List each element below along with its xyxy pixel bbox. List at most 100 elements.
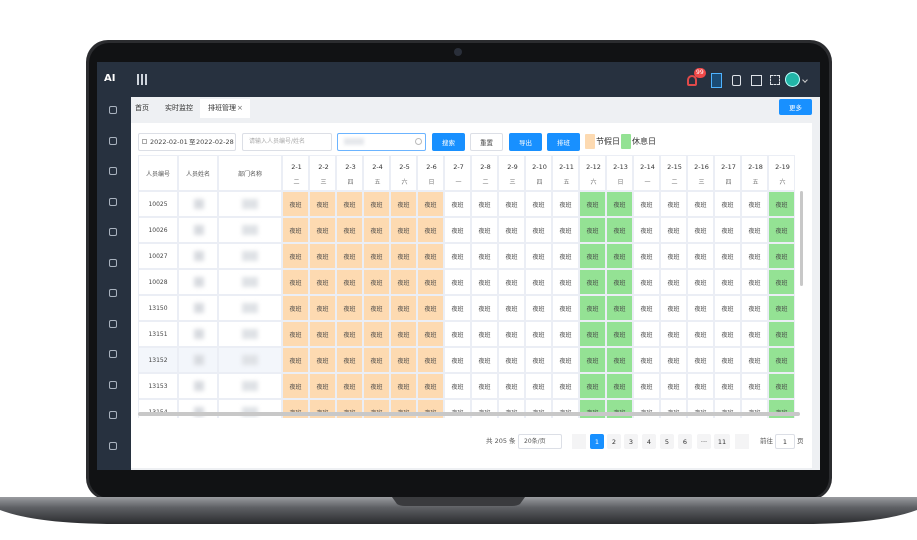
shift-cell[interactable]: 夜班 [687, 295, 714, 321]
shift-cell[interactable]: 夜班 [417, 269, 444, 295]
shift-cell[interactable]: 夜班 [390, 373, 417, 399]
shift-cell[interactable]: 夜班 [660, 217, 687, 243]
shift-cell[interactable]: 夜班 [498, 191, 525, 217]
more-button[interactable]: 更多 [779, 99, 812, 115]
shift-cell[interactable]: 夜班 [660, 243, 687, 269]
shift-cell[interactable]: 夜班 [741, 217, 768, 243]
shift-cell[interactable]: 夜班 [363, 321, 390, 347]
sidebar-icon[interactable] [109, 380, 117, 389]
shift-cell[interactable]: 夜班 [741, 191, 768, 217]
shift-cell[interactable]: 夜班 [444, 243, 471, 269]
shift-cell[interactable]: 夜班 [444, 373, 471, 399]
shift-cell[interactable]: 夜班 [282, 321, 309, 347]
page-button[interactable]: 11 [714, 434, 730, 449]
shift-cell[interactable]: 夜班 [579, 269, 606, 295]
shift-cell[interactable]: 夜班 [660, 321, 687, 347]
shift-cell[interactable]: 夜班 [309, 191, 336, 217]
h-scrollbar[interactable] [138, 412, 800, 416]
shift-cell[interactable]: 夜班 [687, 243, 714, 269]
shift-cell[interactable]: 夜班 [336, 347, 363, 373]
shift-cell[interactable]: 夜班 [768, 243, 795, 269]
shift-cell[interactable]: 夜班 [552, 347, 579, 373]
shift-cell[interactable]: 夜班 [768, 269, 795, 295]
sidebar-icon[interactable] [109, 411, 117, 419]
shift-cell[interactable]: 夜班 [606, 191, 633, 217]
button[interactable]: 导出 [509, 133, 542, 151]
shift-cell[interactable]: 夜班 [471, 373, 498, 399]
shift-cell[interactable]: 夜班 [687, 347, 714, 373]
shift-cell[interactable]: 夜班 [417, 347, 444, 373]
shift-cell[interactable]: 夜班 [687, 217, 714, 243]
shift-cell[interactable]: 夜班 [498, 295, 525, 321]
button[interactable]: 搜索 [432, 133, 465, 151]
shift-cell[interactable]: 夜班 [309, 347, 336, 373]
shift-cell[interactable]: 夜班 [552, 373, 579, 399]
shift-cell[interactable]: 夜班 [714, 191, 741, 217]
shift-cell[interactable]: 夜班 [309, 243, 336, 269]
shift-cell[interactable]: 夜班 [660, 269, 687, 295]
shift-cell[interactable]: 夜班 [390, 269, 417, 295]
shift-cell[interactable]: 夜班 [363, 217, 390, 243]
sidebar-icon[interactable] [109, 350, 117, 358]
shift-cell[interactable]: 夜班 [282, 373, 309, 399]
button[interactable]: 排班 [547, 133, 580, 151]
sidebar-icon[interactable] [109, 441, 117, 450]
shift-cell[interactable]: 夜班 [687, 191, 714, 217]
shift-cell[interactable]: 夜班 [390, 217, 417, 243]
shift-cell[interactable]: 夜班 [471, 217, 498, 243]
tab[interactable]: 首页 [135, 104, 149, 112]
shift-cell[interactable]: 夜班 [336, 217, 363, 243]
shift-cell[interactable]: 夜班 [336, 321, 363, 347]
shift-cell[interactable]: 夜班 [633, 243, 660, 269]
shift-cell[interactable]: 夜班 [552, 321, 579, 347]
shift-cell[interactable]: 夜班 [606, 295, 633, 321]
page-button[interactable]: 2 [607, 434, 621, 449]
shift-cell[interactable]: 夜班 [444, 191, 471, 217]
shift-cell[interactable]: 夜班 [417, 295, 444, 321]
shift-cell[interactable]: 夜班 [768, 191, 795, 217]
sidebar-icon[interactable] [109, 106, 117, 114]
shift-cell[interactable]: 夜班 [498, 321, 525, 347]
shift-cell[interactable]: 夜班 [390, 191, 417, 217]
shift-cell[interactable]: 夜班 [768, 321, 795, 347]
shift-cell[interactable]: 夜班 [282, 269, 309, 295]
sidebar-icon[interactable] [109, 228, 117, 236]
shift-cell[interactable]: 夜班 [390, 321, 417, 347]
shift-cell[interactable]: 夜班 [552, 243, 579, 269]
shift-cell[interactable]: 夜班 [525, 321, 552, 347]
shift-cell[interactable]: 夜班 [363, 191, 390, 217]
shift-cell[interactable]: 夜班 [444, 217, 471, 243]
page-button[interactable]: 3 [624, 434, 638, 449]
shift-cell[interactable]: 夜班 [606, 269, 633, 295]
shift-cell[interactable]: 夜班 [282, 217, 309, 243]
shift-cell[interactable]: 夜班 [417, 321, 444, 347]
shift-cell[interactable]: 夜班 [579, 217, 606, 243]
shift-cell[interactable]: 夜班 [363, 295, 390, 321]
shift-cell[interactable]: 夜班 [633, 191, 660, 217]
shift-cell[interactable]: 夜班 [525, 373, 552, 399]
shift-cell[interactable]: 夜班 [282, 347, 309, 373]
select[interactable] [337, 133, 426, 151]
shift-cell[interactable]: 夜班 [471, 191, 498, 217]
search-input[interactable] [242, 133, 332, 151]
shift-cell[interactable]: 夜班 [633, 373, 660, 399]
shift-cell[interactable]: 夜班 [525, 191, 552, 217]
shift-cell[interactable]: 夜班 [606, 347, 633, 373]
shift-cell[interactable]: 夜班 [417, 373, 444, 399]
shift-cell[interactable]: 夜班 [309, 321, 336, 347]
shift-cell[interactable]: 夜班 [552, 217, 579, 243]
sidebar-icon[interactable] [109, 258, 117, 267]
shift-cell[interactable]: 夜班 [579, 373, 606, 399]
button[interactable]: 重置 [470, 133, 503, 151]
shift-cell[interactable]: 夜班 [309, 217, 336, 243]
shift-cell[interactable]: 夜班 [552, 295, 579, 321]
shift-cell[interactable]: 夜班 [714, 321, 741, 347]
shift-cell[interactable]: 夜班 [471, 243, 498, 269]
shift-cell[interactable]: 夜班 [444, 347, 471, 373]
shift-cell[interactable]: 夜班 [687, 321, 714, 347]
shift-cell[interactable]: 夜班 [714, 269, 741, 295]
page-button[interactable]: 1 [590, 434, 604, 449]
shift-cell[interactable]: 夜班 [579, 295, 606, 321]
shift-cell[interactable]: 夜班 [525, 217, 552, 243]
shift-cell[interactable]: 夜班 [525, 243, 552, 269]
